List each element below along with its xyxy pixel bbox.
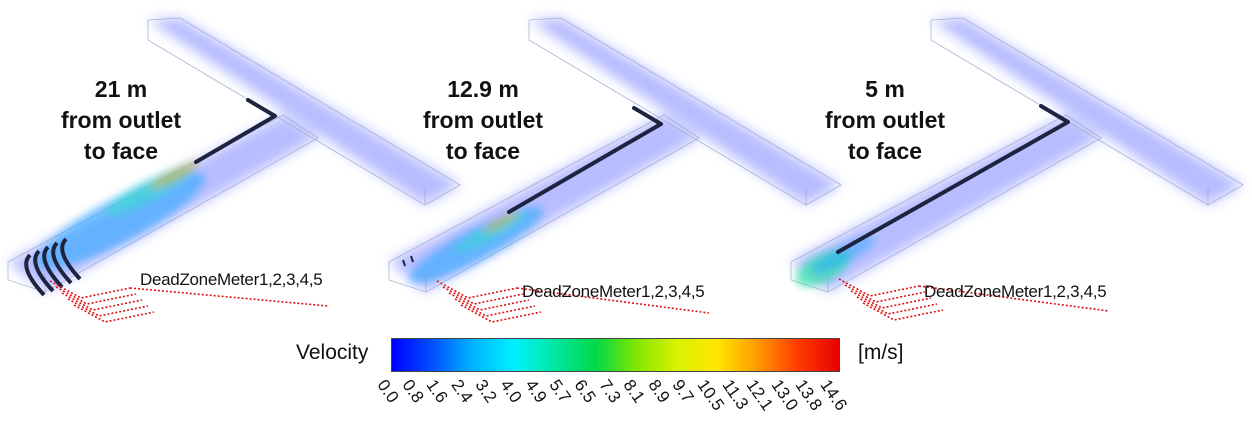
velocity-plume: [795, 237, 875, 287]
panel-2-title: 12.9 m from outlet to face: [398, 74, 568, 167]
panel-3-meter-label: DeadZoneMeter1,2,3,4,5: [924, 282, 1107, 301]
dead-zone-meters: [436, 280, 710, 323]
panel-2-title-line-1: 12.9 m: [447, 76, 519, 102]
panel-2-title-line-2: from outlet: [422, 107, 544, 133]
panel-2-meter-label: DeadZoneMeter1,2,3,4,5: [522, 282, 705, 301]
tunnel-panel-1: [7, 17, 461, 323]
panel-1-meter-label: DeadZoneMeter1,2,3,4,5: [140, 270, 323, 289]
tunnel-panel-2: [388, 17, 842, 323]
panel-1-title-line-3: to face: [83, 138, 159, 164]
dead-zone-meters: [49, 280, 329, 323]
panel-3-title-line-2: from outlet: [824, 107, 946, 133]
panel-3-title-line-1: 5 m: [865, 76, 905, 102]
tunnel-panel-3: [790, 17, 1244, 321]
panel-1-title-line-2: from outlet: [60, 107, 182, 133]
ventilation-duct: [507, 106, 663, 214]
colorbar-label: Velocity: [296, 341, 369, 364]
velocity-plume: [35, 161, 205, 269]
panel-1-title-line-1: 21 m: [94, 76, 148, 102]
velocity-plume: [409, 207, 543, 283]
panel-2-title-line-3: to face: [445, 138, 521, 164]
face-louvres: [24, 237, 82, 297]
colorbar-unit: [m/s]: [858, 341, 904, 364]
dead-zone-meters: [838, 278, 1110, 321]
panel-1-title: 21 m from outlet to face: [36, 74, 206, 167]
panel-3-title: 5 m from outlet to face: [800, 74, 970, 167]
ventilation-duct: [836, 104, 1070, 254]
ventilation-duct: [194, 98, 277, 164]
panel-3-title-line-3: to face: [847, 138, 923, 164]
face-louvres: [402, 255, 414, 267]
colorbar-gradient: [391, 338, 840, 372]
